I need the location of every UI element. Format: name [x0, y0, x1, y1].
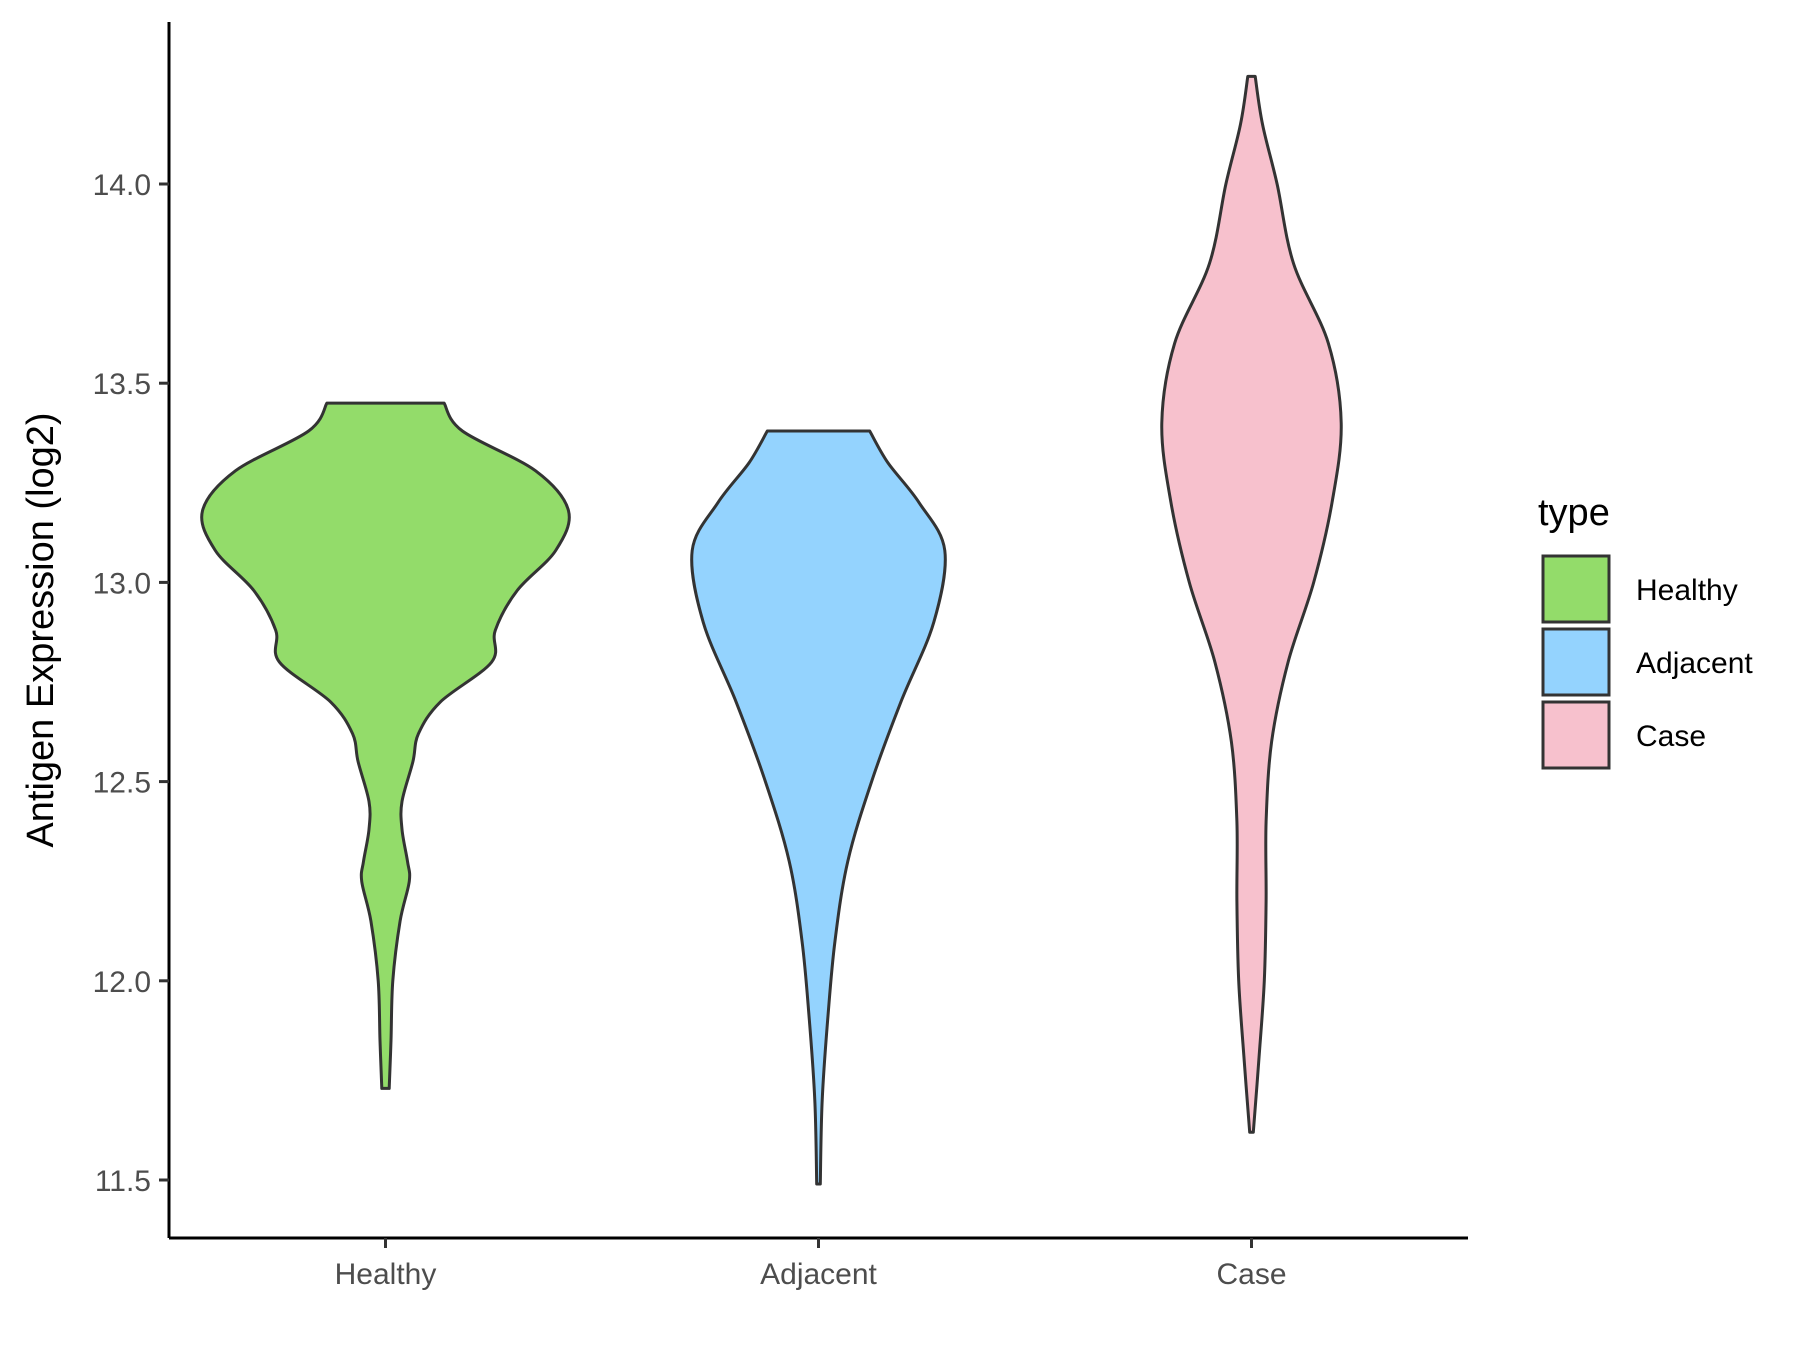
legend-swatch-healthy [1541, 554, 1611, 624]
legend-title: type [1538, 492, 1610, 534]
legend-swatch-adjacent [1541, 627, 1611, 697]
violin-healthy [200, 401, 571, 1090]
x-tick-label: Healthy [335, 1258, 437, 1291]
violin-adjacent [690, 429, 947, 1186]
y-tick-label: 13.5 [93, 368, 151, 401]
legend: type Healthy Adjacent Case [1538, 492, 1753, 770]
legend-swatch-case [1541, 700, 1611, 770]
legend-label-case: Case [1636, 720, 1706, 753]
legend-label-healthy: Healthy [1636, 574, 1738, 607]
violin-case [1160, 74, 1343, 1134]
y-tick-label: 14.0 [93, 169, 151, 202]
legend-label-adjacent: Adjacent [1636, 647, 1753, 680]
y-tick-label: 12.0 [93, 966, 151, 999]
y-axis-ticks: 11.5 12.0 12.5 13.0 13.5 14.0 [93, 169, 169, 1198]
violin-layer [200, 74, 1343, 1186]
x-axis-ticks: Healthy Adjacent Case [335, 1238, 1287, 1291]
y-tick-label: 13.0 [93, 567, 151, 600]
x-tick-label: Case [1216, 1258, 1286, 1291]
y-axis-title: Antigen Expression (log2) [20, 412, 62, 847]
x-tick-label: Adjacent [760, 1258, 877, 1291]
y-tick-label: 11.5 [95, 1165, 151, 1198]
y-tick-label: 12.5 [93, 767, 151, 800]
